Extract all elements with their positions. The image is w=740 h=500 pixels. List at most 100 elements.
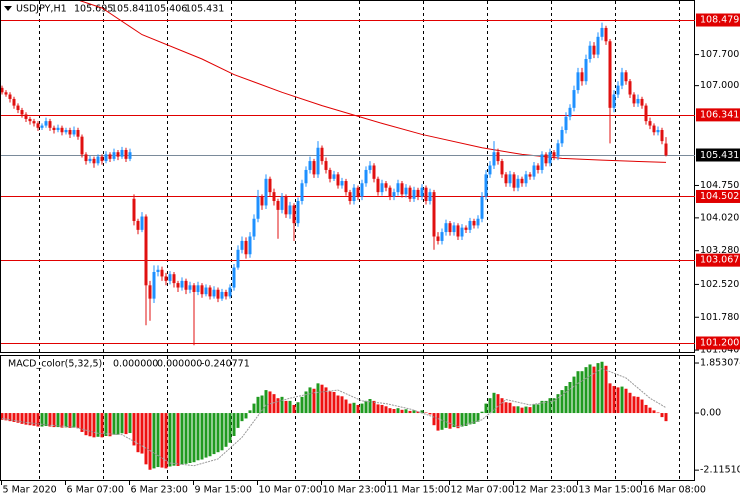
macd-bar xyxy=(628,392,632,414)
candle-body xyxy=(636,98,640,104)
candle-body xyxy=(40,125,44,128)
candle-body xyxy=(244,240,248,255)
macd-bar xyxy=(116,413,120,435)
candle-body xyxy=(536,165,540,170)
candle-body xyxy=(68,130,72,135)
candle-body xyxy=(248,236,252,255)
macd-bar xyxy=(300,396,304,414)
macd-bar xyxy=(520,407,524,414)
macd-bar xyxy=(556,394,560,414)
y-tick-label: 107.700 xyxy=(700,49,739,60)
macd-bar xyxy=(324,387,328,414)
macd-bar xyxy=(528,407,532,414)
symbol-menu-arrow[interactable] xyxy=(4,6,12,11)
macd-bar xyxy=(428,413,432,415)
candle-body xyxy=(360,183,364,197)
macd-bar xyxy=(404,409,408,414)
candle-body xyxy=(1,87,4,93)
macd-bar xyxy=(160,413,164,468)
candle-body xyxy=(144,216,148,286)
candle-body xyxy=(232,267,236,288)
macd-bar xyxy=(56,413,60,428)
candle-body xyxy=(600,27,604,37)
macd-bar xyxy=(120,413,124,434)
macd-bar xyxy=(308,387,312,414)
macd-bar xyxy=(576,371,580,414)
macd-bar xyxy=(76,413,80,429)
macd-bar xyxy=(560,390,564,414)
ohlc-value: 105.695 xyxy=(74,4,113,15)
macd-bar xyxy=(1,413,4,420)
macd-bar xyxy=(616,387,620,414)
macd-bar xyxy=(220,413,224,451)
x-tick-label: 12 Mar 07:00 xyxy=(451,485,514,496)
candle-body xyxy=(552,152,556,157)
candle-body xyxy=(88,158,92,162)
candle-body xyxy=(44,121,48,126)
candle-body xyxy=(436,236,440,241)
macd-bar xyxy=(144,413,148,465)
candle-body xyxy=(352,187,356,202)
candle-body xyxy=(60,127,64,133)
candle-body xyxy=(260,196,264,206)
candle-body xyxy=(200,285,204,295)
candle-body xyxy=(340,181,344,186)
macd-bar xyxy=(536,404,540,414)
macd-bar xyxy=(568,381,572,414)
candle-body xyxy=(136,220,140,230)
macd-bar xyxy=(468,413,472,425)
macd-bar xyxy=(408,410,412,414)
macd-bar xyxy=(488,398,492,414)
candle-body xyxy=(452,225,456,233)
macd-bar xyxy=(208,413,212,457)
macd-bar xyxy=(52,413,56,428)
candle-body xyxy=(596,36,600,55)
macd-bar xyxy=(596,363,600,414)
level-label: 104.502 xyxy=(700,191,739,202)
macd-bar xyxy=(272,394,276,414)
candle-body xyxy=(180,280,184,288)
macd-bar xyxy=(392,408,396,414)
candle-body xyxy=(52,127,56,131)
candle-body xyxy=(632,94,636,104)
macd-bar xyxy=(544,400,548,414)
y-tick-label: 101.780 xyxy=(700,312,739,323)
macd-bar xyxy=(264,390,268,414)
macd-bar xyxy=(516,406,520,414)
candle-body xyxy=(176,283,180,288)
macd-bar xyxy=(376,404,380,414)
ohlc-value: 105.431 xyxy=(185,4,224,15)
candle-body xyxy=(388,187,392,197)
candle-body xyxy=(284,196,288,215)
candle-body xyxy=(584,59,588,82)
macd-bar xyxy=(372,400,376,414)
candle-body xyxy=(444,223,448,233)
indicator-panel-border xyxy=(0,355,695,481)
level-label-box xyxy=(696,108,740,122)
macd-bar xyxy=(496,394,500,414)
candle-body xyxy=(480,196,484,219)
candle-body xyxy=(36,123,40,128)
candle-body xyxy=(108,154,112,159)
candle-body xyxy=(276,201,280,210)
ohlc-value: 105.841 xyxy=(111,4,150,15)
candle-body xyxy=(560,130,564,144)
candle-body xyxy=(644,105,648,122)
candle-body xyxy=(556,143,560,157)
macd-bar xyxy=(112,413,116,435)
candle-body xyxy=(8,94,12,99)
macd-bar xyxy=(492,392,496,414)
candle-body xyxy=(64,130,68,133)
candle-body xyxy=(348,192,352,202)
x-tick-label: 5 Mar 2020 xyxy=(3,485,57,496)
macd-bar xyxy=(532,404,536,414)
candle-body xyxy=(624,72,628,82)
candle-body xyxy=(300,183,304,202)
macd-bar xyxy=(656,412,660,414)
macd-bar xyxy=(12,413,16,422)
macd-bar xyxy=(452,413,456,428)
candle-body xyxy=(476,218,480,226)
candle-body xyxy=(292,205,296,224)
